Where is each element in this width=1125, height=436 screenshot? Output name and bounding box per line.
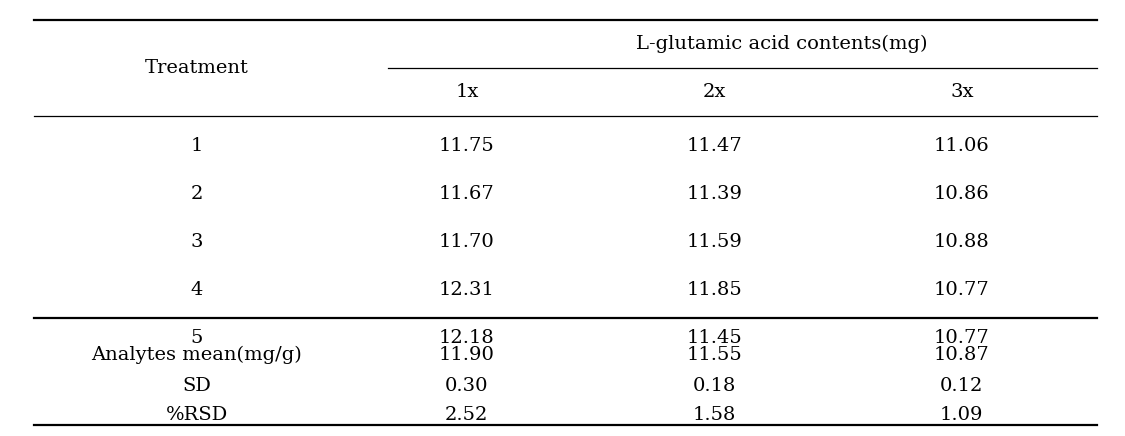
Text: 4: 4 [191,281,204,299]
Text: 1x: 1x [456,82,478,101]
Text: 10.77: 10.77 [934,281,990,299]
Text: 1.09: 1.09 [940,406,983,424]
Text: 10.77: 10.77 [934,329,990,347]
Text: 12.31: 12.31 [439,281,495,299]
Text: 2.52: 2.52 [446,406,488,424]
Text: 11.90: 11.90 [439,346,495,364]
Text: 11.47: 11.47 [686,137,742,155]
Text: 10.88: 10.88 [934,233,990,251]
Text: 0.30: 0.30 [446,377,488,395]
Text: 10.86: 10.86 [934,185,990,203]
Text: Analytes mean(mg/g): Analytes mean(mg/g) [91,346,303,364]
Text: 12.18: 12.18 [439,329,495,347]
Text: %RSD: %RSD [165,406,228,424]
Text: 3: 3 [190,233,204,251]
Text: L-glutamic acid contents(mg): L-glutamic acid contents(mg) [636,34,928,53]
Text: 11.67: 11.67 [439,185,495,203]
Text: 5: 5 [191,329,204,347]
Text: 0.18: 0.18 [693,377,736,395]
Text: 11.75: 11.75 [439,137,495,155]
Text: 11.39: 11.39 [686,185,742,203]
Text: Treatment: Treatment [145,58,249,77]
Text: 11.06: 11.06 [934,137,990,155]
Text: 2x: 2x [703,82,726,101]
Text: 1.58: 1.58 [693,406,736,424]
Text: 11.55: 11.55 [686,346,742,364]
Text: SD: SD [182,377,212,395]
Text: 0.12: 0.12 [940,377,983,395]
Text: 10.87: 10.87 [934,346,990,364]
Text: 3x: 3x [951,82,973,101]
Text: 2: 2 [191,185,204,203]
Text: 1: 1 [191,137,204,155]
Text: 11.85: 11.85 [686,281,742,299]
Text: 11.59: 11.59 [686,233,742,251]
Text: 11.70: 11.70 [439,233,495,251]
Text: 11.45: 11.45 [686,329,742,347]
